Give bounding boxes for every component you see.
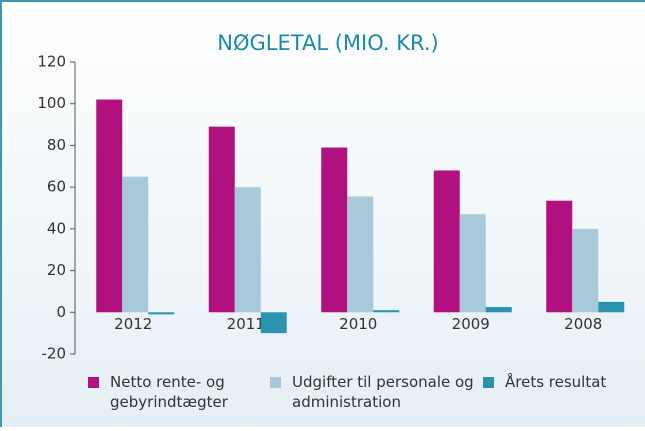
bar: [485, 307, 512, 313]
bar: [234, 187, 261, 313]
bar: [598, 301, 625, 313]
legend-label: Årets resultat: [505, 373, 607, 391]
bar: [208, 126, 235, 313]
y-tick-label: -20: [42, 345, 67, 363]
y-tick-label: 40: [47, 219, 66, 237]
x-tick-label: 2010: [339, 315, 377, 333]
bar: [260, 312, 287, 334]
bar: [122, 176, 149, 313]
y-tick-label: 80: [47, 136, 66, 154]
bar: [546, 200, 573, 313]
legend-label: Udgifter til personale og administration: [292, 373, 474, 411]
y-tick-label: 100: [37, 94, 66, 112]
bar: [572, 228, 599, 313]
x-tick-label: 2012: [114, 315, 152, 333]
legend-swatch: [88, 377, 99, 388]
y-tick-label: 20: [47, 261, 66, 279]
y-tick-label: 0: [56, 303, 66, 321]
y-tick-label: 60: [47, 178, 66, 196]
legend-swatch: [483, 377, 494, 388]
x-tick-label: 2009: [452, 315, 490, 333]
legend-entry: Årets resultat: [505, 373, 607, 391]
x-tick-label: 2008: [564, 315, 602, 333]
legend-label: Netto rente- og gebyrindtægter: [110, 373, 228, 411]
bar: [433, 170, 460, 313]
bar: [373, 310, 400, 313]
legend-swatch: [270, 377, 281, 388]
bar: [96, 99, 123, 313]
y-tick-label: 120: [37, 53, 66, 71]
bar: [321, 147, 348, 313]
bar: [459, 214, 486, 313]
legend-entry: Udgifter til personale og administration: [292, 373, 474, 411]
bar: [347, 196, 374, 313]
bar: [148, 312, 175, 315]
chart-title: NØGLETAL (MIO. KR.): [217, 31, 438, 55]
x-tick-label: 2011: [227, 315, 265, 333]
legend-entry: Netto rente- og gebyrindtægter: [110, 373, 228, 411]
